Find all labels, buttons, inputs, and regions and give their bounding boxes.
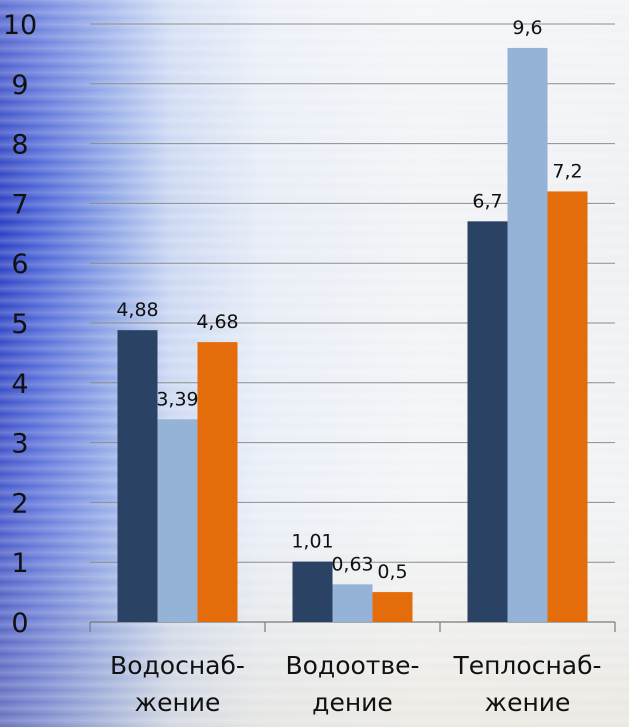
data-label: 9,6	[512, 17, 542, 39]
y-tick-label: 0	[11, 608, 28, 639]
bar	[157, 419, 198, 622]
bar	[117, 330, 158, 622]
x-category-label: дение	[312, 688, 393, 717]
data-label: 3,39	[156, 388, 198, 410]
y-tick-label: 1	[11, 548, 28, 579]
x-category-label: Теплоснаб-	[452, 651, 601, 680]
data-label: 4,88	[116, 299, 158, 321]
bar	[547, 191, 588, 622]
bar	[467, 221, 508, 622]
x-category-label: жение	[135, 688, 221, 717]
y-tick-label: 5	[11, 309, 28, 340]
bar	[332, 584, 373, 622]
data-label: 6,7	[472, 190, 502, 212]
bar	[197, 342, 238, 622]
data-label: 0,5	[377, 561, 407, 583]
bar	[292, 561, 333, 622]
data-label: 1,01	[291, 531, 333, 553]
x-category-label: жение	[485, 688, 571, 717]
y-tick-label: 6	[11, 249, 28, 280]
y-tick-label: 8	[11, 130, 28, 161]
y-tick-label: 9	[11, 70, 28, 101]
data-label: 7,2	[552, 160, 582, 182]
x-category-label: Водоснаб-	[110, 651, 245, 680]
y-tick-label: 4	[11, 369, 28, 400]
y-tick-label: 2	[11, 488, 28, 519]
y-tick-label: 3	[11, 429, 28, 460]
x-category-label: Водоотве-	[285, 651, 419, 680]
bar	[372, 592, 413, 622]
y-tick-label: 10	[3, 10, 37, 41]
bar	[507, 47, 548, 623]
data-label: 4,68	[196, 311, 238, 333]
y-tick-label: 7	[11, 189, 28, 220]
data-label: 0,63	[331, 553, 373, 575]
